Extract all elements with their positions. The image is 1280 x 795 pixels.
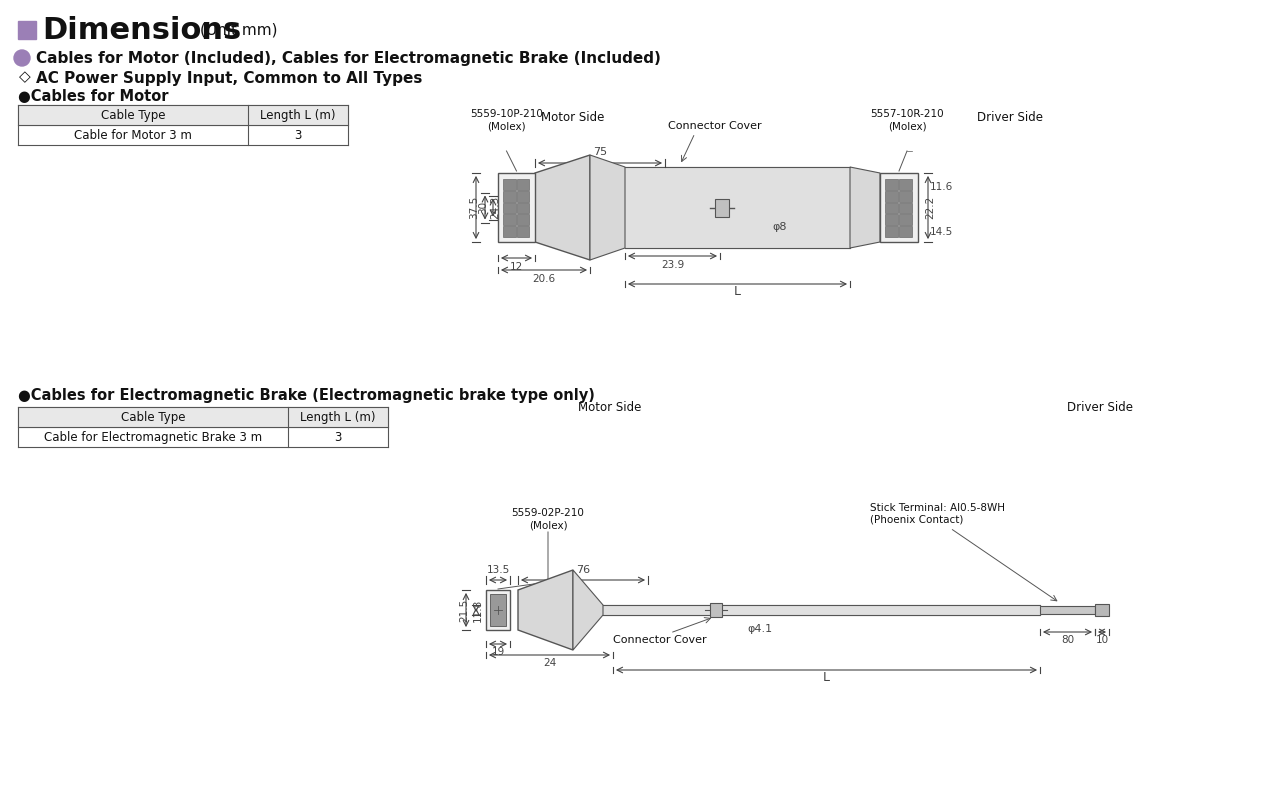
- Text: φ8: φ8: [773, 222, 787, 231]
- Text: 76: 76: [576, 565, 590, 575]
- Text: 19.6: 19.6: [859, 223, 882, 234]
- Polygon shape: [518, 570, 573, 650]
- Text: AC Power Supply Input, Common to All Types: AC Power Supply Input, Common to All Typ…: [36, 71, 422, 86]
- Text: Driver Side: Driver Side: [1068, 401, 1133, 413]
- Text: 24: 24: [543, 658, 556, 668]
- Bar: [486, 590, 509, 630]
- Text: 37.5: 37.5: [468, 196, 479, 219]
- Bar: [503, 215, 516, 225]
- Text: 30: 30: [477, 201, 488, 214]
- Text: 5557-10R-210
(Molex): 5557-10R-210 (Molex): [870, 110, 943, 131]
- Bar: [710, 603, 722, 617]
- Text: 12: 12: [509, 262, 524, 272]
- Bar: [18, 105, 348, 125]
- Text: 23.9: 23.9: [660, 260, 684, 270]
- Bar: [884, 203, 899, 213]
- Text: (Unit mm): (Unit mm): [200, 22, 278, 37]
- Bar: [503, 191, 516, 202]
- Text: Connector Cover: Connector Cover: [613, 635, 707, 645]
- Bar: [18, 407, 388, 427]
- Polygon shape: [590, 155, 625, 260]
- Text: ◇: ◇: [19, 69, 31, 84]
- Bar: [503, 179, 516, 190]
- Bar: [517, 179, 529, 190]
- Bar: [884, 215, 899, 225]
- Text: 20.6: 20.6: [532, 274, 556, 284]
- Bar: [899, 179, 911, 190]
- Text: 13.5: 13.5: [486, 565, 509, 575]
- Bar: [490, 594, 506, 626]
- Text: Cable Type: Cable Type: [120, 410, 186, 424]
- Text: 3: 3: [294, 129, 302, 142]
- Bar: [503, 203, 516, 213]
- Text: Dimensions: Dimensions: [42, 15, 241, 45]
- Text: 22.2: 22.2: [925, 196, 934, 219]
- Bar: [1094, 604, 1108, 616]
- Text: Length L (m): Length L (m): [260, 108, 335, 122]
- Text: 11.6: 11.6: [931, 182, 954, 192]
- Text: Cable for Motor 3 m: Cable for Motor 3 m: [74, 129, 192, 142]
- Text: Stick Terminal: AI0.5-8WH
(Phoenix Contact): Stick Terminal: AI0.5-8WH (Phoenix Conta…: [870, 503, 1005, 525]
- Text: 19: 19: [492, 647, 504, 657]
- Bar: [884, 179, 899, 190]
- Text: ●Cables for Electromagnetic Brake (Electromagnetic brake type only): ●Cables for Electromagnetic Brake (Elect…: [18, 387, 595, 402]
- Text: 10: 10: [1096, 635, 1108, 645]
- Polygon shape: [535, 155, 590, 260]
- Text: ●Cables for Motor: ●Cables for Motor: [18, 88, 169, 103]
- Polygon shape: [850, 167, 881, 248]
- Circle shape: [14, 50, 29, 66]
- Bar: [884, 227, 899, 237]
- Bar: [498, 173, 535, 242]
- Text: 24.3: 24.3: [490, 196, 500, 219]
- Bar: [899, 215, 911, 225]
- Bar: [517, 227, 529, 237]
- Text: 80: 80: [1061, 635, 1074, 645]
- Bar: [517, 203, 529, 213]
- Text: 3: 3: [334, 431, 342, 444]
- Text: Connector Cover: Connector Cover: [668, 121, 762, 131]
- Text: φ4.1: φ4.1: [748, 624, 773, 634]
- Bar: [18, 21, 36, 39]
- Text: Driver Side: Driver Side: [977, 111, 1043, 123]
- Text: 75: 75: [593, 147, 607, 157]
- Text: Cable Type: Cable Type: [101, 108, 165, 122]
- Text: 5559-10P-210
(Molex): 5559-10P-210 (Molex): [470, 110, 543, 131]
- Text: Motor Side: Motor Side: [541, 111, 604, 123]
- Polygon shape: [573, 570, 603, 650]
- Text: Length L (m): Length L (m): [301, 410, 376, 424]
- Bar: [716, 199, 730, 216]
- Bar: [517, 191, 529, 202]
- Bar: [881, 173, 918, 242]
- Bar: [899, 191, 911, 202]
- Bar: [517, 215, 529, 225]
- Text: Cable for Electromagnetic Brake 3 m: Cable for Electromagnetic Brake 3 m: [44, 431, 262, 444]
- Bar: [884, 191, 899, 202]
- Text: Motor Side: Motor Side: [579, 401, 641, 413]
- Text: Cables for Motor (Included), Cables for Electromagnetic Brake (Included): Cables for Motor (Included), Cables for …: [36, 51, 660, 65]
- Bar: [899, 227, 911, 237]
- Text: L: L: [823, 671, 829, 684]
- Bar: [899, 203, 911, 213]
- Text: L: L: [733, 285, 741, 298]
- Text: 21.5: 21.5: [460, 599, 468, 622]
- Text: 14.5: 14.5: [931, 227, 954, 237]
- Bar: [1039, 606, 1094, 614]
- Text: 5559-02P-210
(Molex): 5559-02P-210 (Molex): [512, 508, 585, 530]
- Text: 11.8: 11.8: [474, 599, 483, 622]
- Bar: [503, 227, 516, 237]
